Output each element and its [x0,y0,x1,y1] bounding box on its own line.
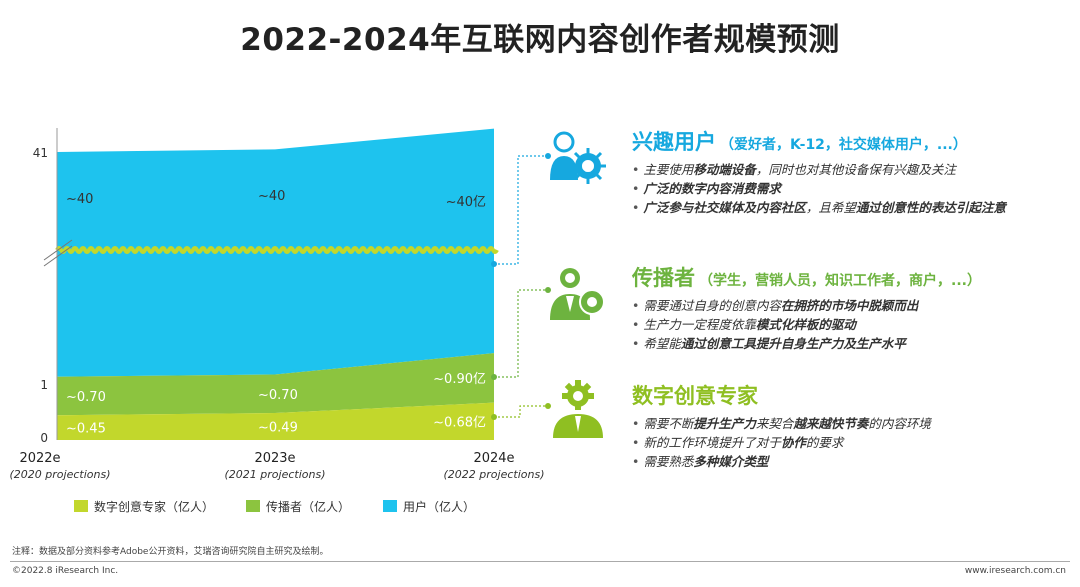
legend-swatch [383,500,397,512]
footer-divider [10,561,1070,562]
segment-interest-users: 兴趣用户（爱好者，K-12，社交媒体用户，...） 主要使用移动端设备，同时也对… [632,126,1006,217]
connector-dot [545,403,551,409]
x-tick-label: 2024e [473,451,514,466]
area-users [57,128,494,377]
copyright: ©2022.8 iResearch Inc. [12,566,119,576]
segment-heading: 兴趣用户 （爱好者，K-12，社交媒体用户，...） [632,126,1006,156]
x-tick-sublabel: (2022 projections) [444,468,545,481]
connector-dot [545,287,551,293]
legend-swatch [246,500,260,512]
segment-spreaders: 传播者（学生，营销人员，知识工作者，商户，...） 需要通过自身的创意内容在拥挤… [632,262,981,353]
data-label-experts: ~0.45 [66,422,106,437]
bullet-item: 需要通过自身的创意内容在拥挤的市场中脱颖而出 [632,296,981,315]
x-tick-label: 2022e [19,451,60,466]
bullet-item: 生产力一定程度依靠模式化样板的驱动 [632,315,981,334]
bullet-item: 新的工作环境提升了对于协作的要求 [632,433,931,452]
bullet-item: 主要使用移动端设备，同时也对其他设备保有兴趣及关注 [632,160,1006,179]
segment-bullets: 主要使用移动端设备，同时也对其他设备保有兴趣及关注广泛的数字内容消费需求广泛参与… [632,160,1006,217]
axis-break-mark [43,245,73,267]
footnote: 注释：数据及部分资料参考Adobe公开资料，艾瑞咨询研究院自主研究及绘制。 [12,547,329,557]
segment-title: 传播者 [632,266,695,290]
x-tick-label: 2023e [254,451,295,466]
chart-connectors [491,153,551,420]
axis-break-mark [43,239,73,261]
axis-break-band [55,246,499,254]
y-tick-label: 0 [40,431,48,445]
segment-subtitle: （爱好者，K-12，社交媒体用户，...） [720,137,967,153]
connector-line [494,155,548,265]
bullet-item: 希望能通过创意工具提升自身生产力及生产水平 [632,334,981,353]
connector-dot [491,414,497,420]
legend-label: 用户（亿人） [403,499,475,514]
bullet-item: 广泛参与社交媒体及内容社区，且希望通过创意性的表达引起注意 [632,198,1006,217]
data-label-experts: ~0.68亿 [433,415,486,430]
data-label-spreaders: ~0.90亿 [433,372,486,387]
chart-legend: 数字创意专家（亿人） 传播者（亿人） 用户（亿人） [74,499,475,514]
bullet-item: 需要熟悉多种媒介类型 [632,452,931,471]
expert-gear-icon [549,380,607,444]
presenter-icon [548,262,608,328]
y-tick-label: 1 [40,378,48,392]
segment-title: 兴趣用户 [632,130,716,154]
chart-areas [55,128,499,440]
data-label-users: ~40 [258,189,285,204]
data-label-spreaders: ~0.70 [258,388,298,403]
connector-dot [491,261,497,267]
legend-swatch [74,500,88,512]
website: www.iresearch.com.cn [964,566,1066,576]
x-tick-sublabel: (2020 projections) [10,468,111,481]
data-label-users: ~40 [66,192,93,207]
data-label-users: ~40亿 [446,195,486,210]
segment-digital-creative-experts: 数字创意专家 需要不断提升生产力来契合越来越快节奏的内容环境新的工作环境提升了对… [632,380,931,471]
bullet-item: 需要不断提升生产力来契合越来越快节奏的内容环境 [632,414,931,433]
data-label-experts: ~0.49 [258,421,298,436]
segment-bullets: 需要不断提升生产力来契合越来越快节奏的内容环境新的工作环境提升了对于协作的要求需… [632,414,931,471]
segment-heading: 传播者 （学生，营销人员，知识工作者，商户，...） [632,262,981,292]
data-label-spreaders: ~0.70 [66,390,106,405]
page-title: 2022-2024年互联网内容创作者规模预测 [240,22,840,58]
connector-dot [491,374,497,380]
area-experts [57,402,494,440]
segment-bullets: 需要通过自身的创意内容在拥挤的市场中脱颖而出生产力一定程度依靠模式化样板的驱动希… [632,296,981,353]
area-spreaders [57,353,494,416]
segment-title: 数字创意专家 [632,384,758,408]
x-tick-sublabel: (2021 projections) [225,468,326,481]
connector-dot [545,153,551,159]
legend-label: 数字创意专家（亿人） [94,499,214,514]
bullet-item: 广泛的数字内容消费需求 [632,179,1006,198]
chart-axis: 41 1 0 2022e (2020 projections) 2023e (2021 pr… [10,128,545,481]
connector-line [494,289,548,378]
y-tick-label: 41 [33,146,48,160]
user-gear-icon [546,128,610,192]
legend-label: 传播者（亿人） [266,499,350,514]
connector-line [494,405,548,418]
segment-heading: 数字创意专家 [632,380,931,410]
chart-labels: ~40 ~40 ~40亿 ~0.70 ~0.70 ~0.90亿 ~0.45 ~0.49 ~0.6… [66,189,486,437]
segment-subtitle: （学生，营销人员，知识工作者，商户，...） [699,273,981,289]
